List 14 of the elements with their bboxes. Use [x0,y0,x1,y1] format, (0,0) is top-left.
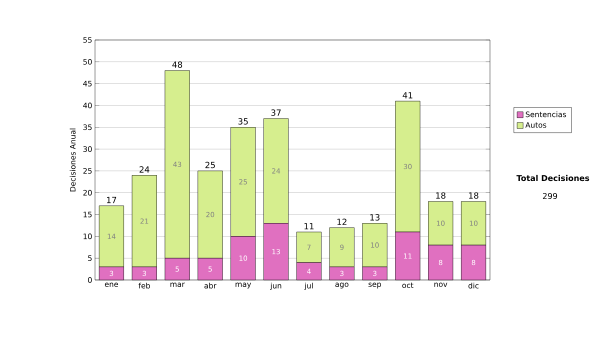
total-label: 12 [337,218,346,225]
total-label: 17 [107,196,116,204]
total-label: 11 [304,223,314,230]
total-label: 13 [370,214,380,221]
total-label: 18 [469,192,478,199]
total-label: 48 [172,61,182,68]
total-label: 25 [205,162,215,168]
total-label: 41 [402,92,412,98]
total-label: 37 [271,109,281,116]
total-label: 35 [238,118,248,125]
text: 299 [542,192,558,200]
text: Total Decisiones [516,174,590,182]
total-label: 18 [436,192,446,199]
total-label: 24 [140,166,150,173]
